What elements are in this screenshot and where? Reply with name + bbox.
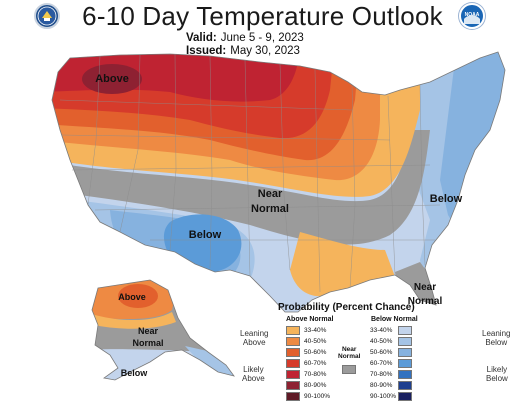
legend-above-range: 70-80% xyxy=(304,371,327,378)
legend-below-swatch xyxy=(398,359,412,368)
legend-above-swatch xyxy=(286,370,300,379)
legend-above-swatch xyxy=(286,337,300,346)
legend-above-swatch xyxy=(286,348,300,357)
label-near-normal-se-1: Near xyxy=(414,282,436,293)
valid-dates: Valid: June 5 - 9, 2023 xyxy=(186,32,304,44)
conus-outline xyxy=(51,51,506,313)
legend-above-range: 90-100% xyxy=(304,393,331,400)
legend-above-swatch xyxy=(286,359,300,368)
legend-below-row: 80-90% xyxy=(238,381,412,391)
commerce-seal-icon xyxy=(34,3,60,29)
label-near-normal-central-2: Normal xyxy=(251,203,289,215)
legend-below-range: 70-80% xyxy=(370,371,393,378)
legend-above-row: 80-90% xyxy=(238,381,348,391)
issued-value: May 30, 2023 xyxy=(230,45,300,57)
legend-below-swatch xyxy=(398,348,412,357)
label-alaska-below: Below xyxy=(121,368,149,378)
label-near-normal-central-1: Near xyxy=(258,188,283,200)
legend-below-row: 90-100% xyxy=(238,392,412,402)
leaning-below-line2: Below xyxy=(485,338,508,347)
ak-band-below-40 xyxy=(185,346,234,378)
noaa-logo-icon: NOAA xyxy=(459,3,485,29)
legend-below-row: 70-80% xyxy=(238,370,412,380)
label-above-nw: Above xyxy=(95,73,129,85)
legend-below-range: 60-70% xyxy=(370,360,393,367)
legend-below-swatch xyxy=(398,381,412,390)
likely-above-line1: Likely xyxy=(243,365,264,374)
legend-below-range: 90-100% xyxy=(370,393,397,400)
legend-above-row: 90-100% xyxy=(238,392,348,402)
legend-below-row: 50-60% xyxy=(238,348,412,358)
issued-date: Issued: May 30, 2023 xyxy=(186,45,300,57)
legend-title: Probability (Percent Chance) xyxy=(278,302,415,313)
near-normal-line2: Normal xyxy=(338,353,361,360)
state-borders xyxy=(59,53,441,293)
legend-above-swatch xyxy=(286,381,300,390)
legend-above-swatch xyxy=(286,326,300,335)
legend-leaning-above: Leaning Above xyxy=(240,329,268,347)
legend-above-row: 40-50% xyxy=(238,337,348,347)
legend-below-row: 40-50% xyxy=(238,337,412,347)
leaning-above-line1: Leaning xyxy=(240,329,269,338)
near-normal-line1: Near xyxy=(341,346,357,353)
legend-below-row: 60-70% xyxy=(238,359,412,369)
leaning-below-line1: Leaning xyxy=(482,329,511,338)
band-below-60-east xyxy=(460,183,487,214)
legend-below-header: Below Normal xyxy=(371,316,418,323)
likely-above-line2: Above xyxy=(242,374,265,383)
legend-above-range: 60-70% xyxy=(304,360,327,367)
legend-below-range: 33-40% xyxy=(370,327,393,334)
legend-above-row: 70-80% xyxy=(238,370,348,380)
likely-below-line1: Likely xyxy=(486,365,508,374)
ak-band-above-33 xyxy=(92,310,176,329)
label-below-east: Below xyxy=(430,193,463,205)
legend-above-range: 40-50% xyxy=(304,338,327,345)
issued-label: Issued: xyxy=(186,45,227,57)
legend-below-swatch xyxy=(398,392,412,401)
label-alaska-near-2: Normal xyxy=(132,338,163,348)
band-near-central xyxy=(52,130,430,245)
label-below-sw: Below xyxy=(189,229,222,241)
page-title: 6-10 Day Temperature Outlook xyxy=(82,1,443,31)
legend-likely-below: Likely Below xyxy=(486,365,508,383)
legend-above-row: 50-60% xyxy=(238,348,348,358)
legend-below-row: 33-40% xyxy=(238,326,412,336)
leaning-above-line2: Above xyxy=(242,338,266,347)
band-below-60-sw xyxy=(163,214,242,272)
likely-below-line2: Below xyxy=(486,374,508,383)
legend-above-range: 50-60% xyxy=(304,349,327,356)
legend-below-swatch xyxy=(398,326,412,335)
legend-near-normal: Near Normal xyxy=(338,346,360,360)
label-alaska-above: Above xyxy=(118,292,146,302)
valid-label: Valid: xyxy=(186,32,217,44)
probability-legend: Probability (Percent Chance) Above Norma… xyxy=(238,302,520,402)
legend-leaning-below: Leaning Below xyxy=(482,329,510,347)
legend-below-range: 50-60% xyxy=(370,349,393,356)
alaska-outline xyxy=(91,279,235,381)
ak-band-above-50 xyxy=(118,284,158,308)
legend-below-range: 40-50% xyxy=(370,338,393,345)
legend-below-range: 80-90% xyxy=(370,382,393,389)
noaa-logo-text: NOAA xyxy=(465,12,480,18)
label-alaska-near-1: Near xyxy=(138,326,159,336)
legend-above-range: 80-90% xyxy=(304,382,327,389)
legend-above-header: Above Normal xyxy=(286,316,334,323)
legend-below-swatch xyxy=(398,337,412,346)
conus-probability-bands xyxy=(52,52,505,312)
legend-above-row: 60-70% xyxy=(238,359,348,369)
legend-below-swatch xyxy=(398,370,412,379)
legend-above-row: 33-40% xyxy=(238,326,348,336)
legend-above-range: 33-40% xyxy=(304,327,327,334)
legend-above-swatch xyxy=(286,392,300,401)
band-above-80 xyxy=(82,64,142,94)
label-near-normal-se-2: Normal xyxy=(408,296,443,307)
legend-likely-above: Likely Above xyxy=(242,365,265,383)
legend-near-normal-swatch xyxy=(342,365,356,374)
valid-value: June 5 - 9, 2023 xyxy=(220,32,304,44)
